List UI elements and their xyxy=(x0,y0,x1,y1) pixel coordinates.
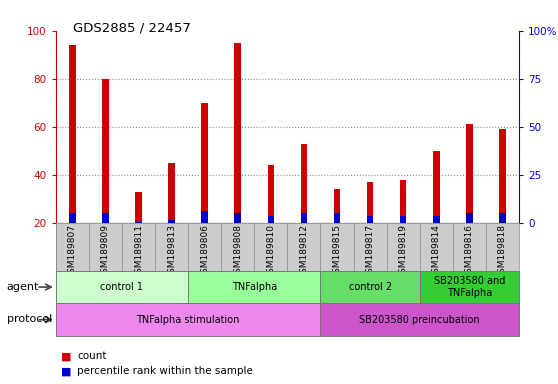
Text: percentile rank within the sample: percentile rank within the sample xyxy=(77,366,253,376)
Bar xyxy=(169,220,175,223)
Bar xyxy=(56,303,320,336)
Text: GSM189815: GSM189815 xyxy=(333,224,341,279)
Bar xyxy=(267,215,274,223)
Bar xyxy=(420,271,519,303)
Text: GSM189808: GSM189808 xyxy=(233,224,242,279)
Bar xyxy=(102,213,109,223)
Bar xyxy=(334,189,340,223)
Text: GSM189818: GSM189818 xyxy=(498,224,507,279)
Text: control 2: control 2 xyxy=(349,282,392,292)
Bar xyxy=(367,182,373,223)
Bar xyxy=(301,144,307,223)
Text: ■: ■ xyxy=(61,351,72,361)
Text: SB203580 preincubation: SB203580 preincubation xyxy=(359,314,480,325)
Bar xyxy=(433,151,440,223)
Bar xyxy=(433,215,440,223)
Text: GSM189814: GSM189814 xyxy=(432,224,441,279)
Text: ■: ■ xyxy=(61,366,72,376)
Bar xyxy=(267,165,274,223)
Text: GSM189807: GSM189807 xyxy=(68,224,77,279)
Bar xyxy=(102,79,109,223)
Bar xyxy=(499,129,506,223)
Bar xyxy=(201,211,208,223)
Bar xyxy=(400,180,406,223)
Text: GSM189806: GSM189806 xyxy=(200,224,209,279)
Bar xyxy=(234,213,241,223)
Text: agent: agent xyxy=(7,282,39,292)
Bar xyxy=(334,213,340,223)
Bar xyxy=(367,215,373,223)
Text: GSM189816: GSM189816 xyxy=(465,224,474,279)
Bar xyxy=(466,124,473,223)
Bar xyxy=(135,192,142,223)
Bar xyxy=(466,213,473,223)
Bar xyxy=(320,303,519,336)
Text: GSM189812: GSM189812 xyxy=(300,224,309,279)
Text: count: count xyxy=(77,351,107,361)
Bar xyxy=(234,43,241,223)
Bar xyxy=(499,213,506,223)
Bar xyxy=(135,222,142,223)
Text: GSM189813: GSM189813 xyxy=(167,224,176,279)
Text: GSM189811: GSM189811 xyxy=(134,224,143,279)
Text: SB203580 and
TNFalpha: SB203580 and TNFalpha xyxy=(434,276,505,298)
Bar xyxy=(201,103,208,223)
Bar xyxy=(169,163,175,223)
Text: GSM189817: GSM189817 xyxy=(365,224,374,279)
Text: TNFalpha: TNFalpha xyxy=(232,282,277,292)
Bar xyxy=(69,213,76,223)
Bar xyxy=(301,213,307,223)
Text: TNFalpha stimulation: TNFalpha stimulation xyxy=(137,314,240,325)
Bar xyxy=(320,271,420,303)
Bar xyxy=(188,271,320,303)
Bar xyxy=(69,45,76,223)
Text: GDS2885 / 22457: GDS2885 / 22457 xyxy=(73,21,190,34)
Text: GSM189809: GSM189809 xyxy=(101,224,110,279)
Text: GSM189819: GSM189819 xyxy=(398,224,408,279)
Text: GSM189810: GSM189810 xyxy=(266,224,275,279)
Text: protocol: protocol xyxy=(7,314,52,324)
Bar xyxy=(56,271,188,303)
Bar xyxy=(400,215,406,223)
Text: control 1: control 1 xyxy=(100,282,143,292)
